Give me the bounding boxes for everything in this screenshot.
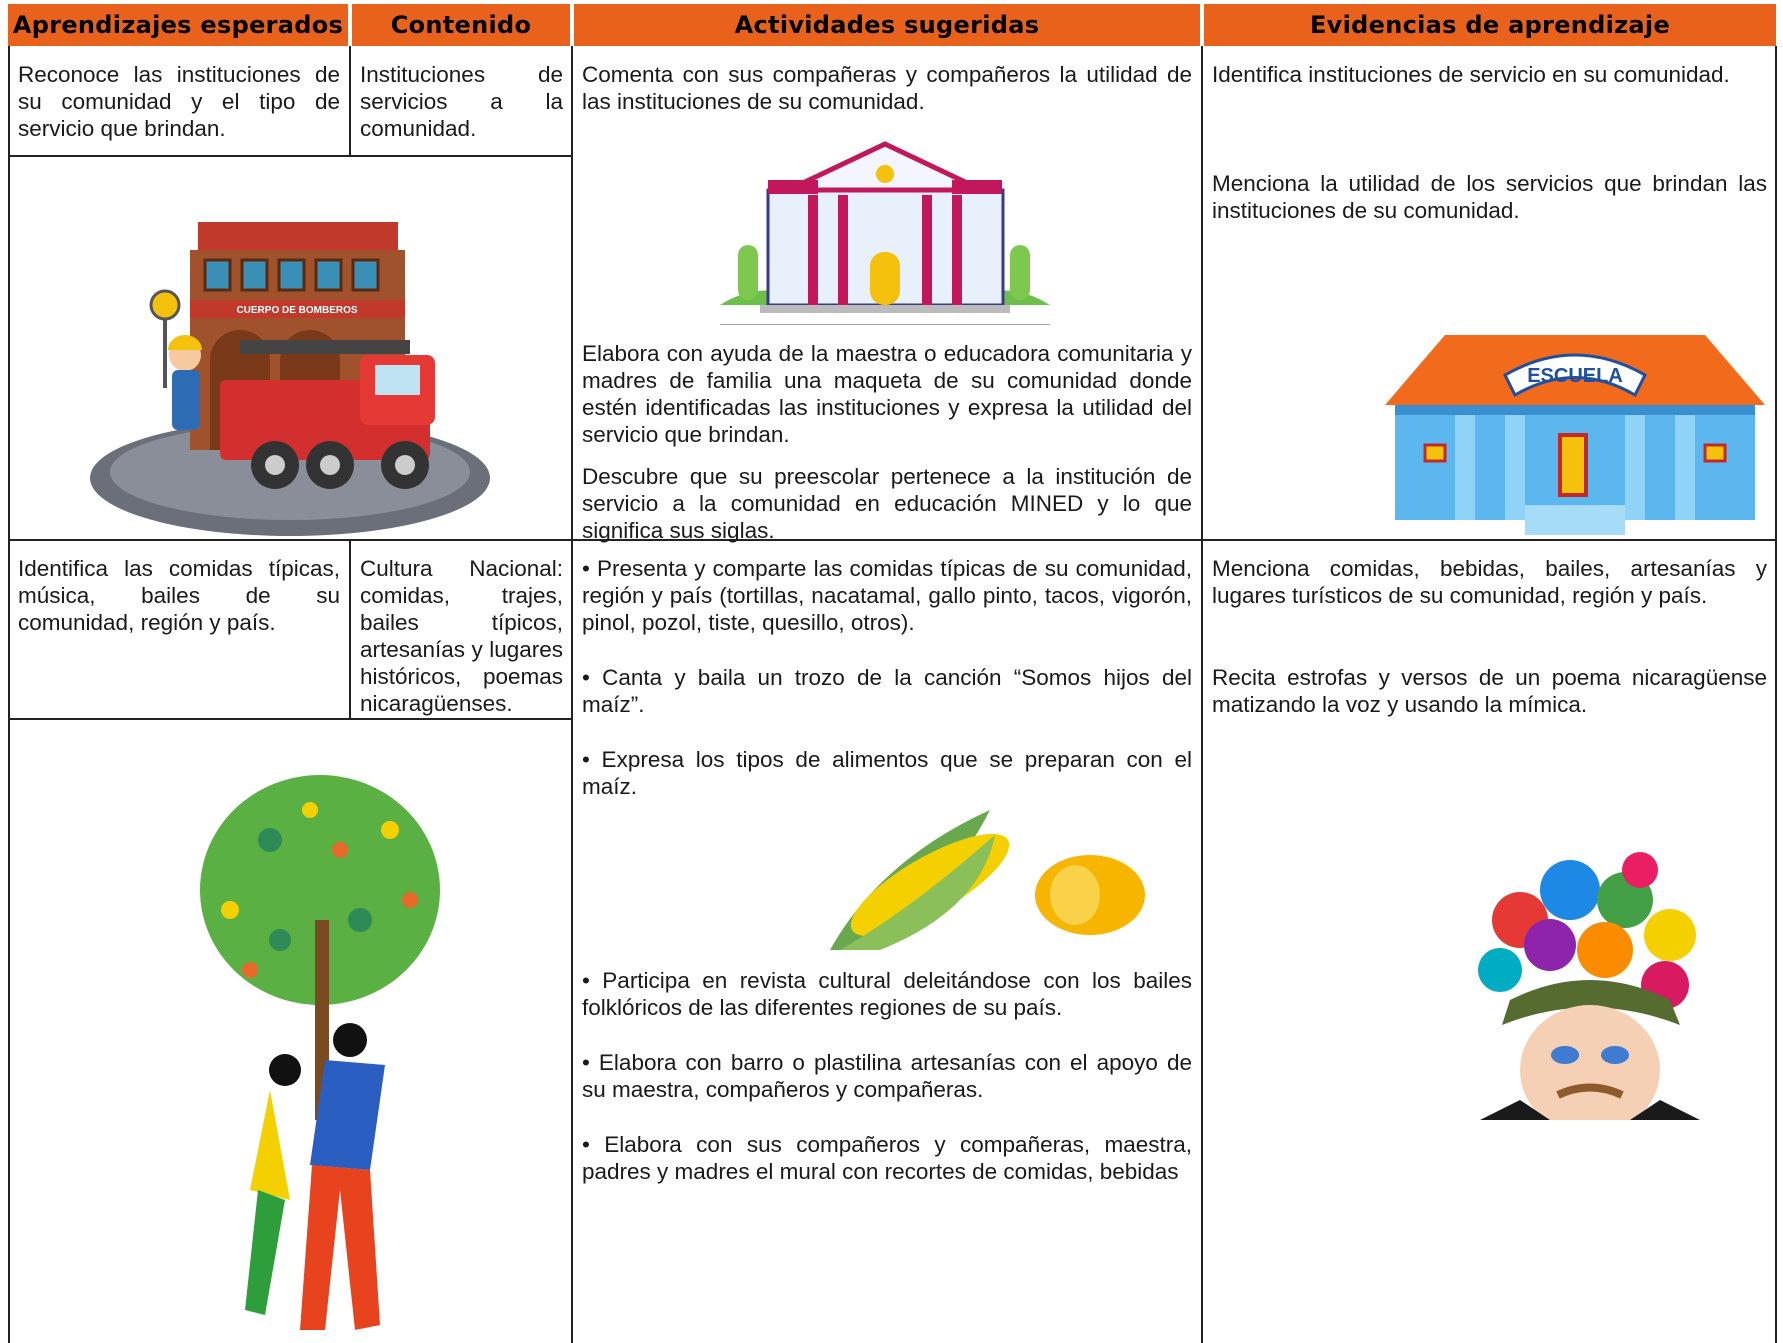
cell-text: • Expresa los tipos de alimentos que se …	[582, 747, 1192, 799]
border	[8, 718, 572, 720]
border	[1201, 46, 1203, 1343]
fire-station-illustration: CUERPO DE BOMBEROS	[90, 222, 490, 536]
cell-text: Reconoce las instituciones de su comunid…	[18, 62, 340, 141]
header-cell: Contenido	[352, 4, 570, 46]
header-cell: Actividades sugeridas	[574, 4, 1200, 46]
header-cell: Aprendizajes esperados	[8, 4, 348, 46]
border	[8, 539, 1777, 541]
corn-illustration	[830, 810, 1145, 950]
border	[1775, 46, 1777, 1343]
dance-illustration	[200, 775, 440, 1330]
cell-text: Comenta con sus compañeras y compañeros …	[582, 62, 1192, 114]
cell-text: Menciona la utilidad de los servicios qu…	[1212, 171, 1767, 223]
border	[349, 46, 351, 156]
cell-text: Menciona comidas, bebidas, bailes, artes…	[1212, 556, 1767, 608]
cell-text: Descubre que su preescolar pertenece a l…	[582, 464, 1192, 543]
header-cell: Evidencias de aprendizaje	[1204, 4, 1776, 46]
cell-text: • Canta y baila un trozo de la canción “…	[582, 665, 1192, 717]
cell-text: Cultura Nacional: comidas, trajes, baile…	[360, 556, 563, 716]
cell-text: • Elabora con barro o plastilina artesan…	[582, 1050, 1192, 1102]
cell-text: Identifica instituciones de servicio en …	[1212, 62, 1730, 87]
border	[349, 540, 351, 719]
border	[571, 46, 573, 1343]
border	[8, 46, 10, 1343]
cell-text: Identifica las comidas típicas, música, …	[18, 556, 340, 635]
cell-text: • Participa en revista cultural deleitán…	[582, 968, 1192, 1020]
sign-text: ESCUELA	[1527, 365, 1623, 387]
mask-illustration	[1478, 852, 1700, 1120]
cell-text: Recita estrofas y versos de un poema nic…	[1212, 665, 1767, 717]
cell-text: • Elabora con sus compañeros y compañera…	[582, 1132, 1192, 1184]
building-illustration	[720, 141, 1050, 325]
sign-text: CUERPO DE BOMBEROS	[236, 305, 357, 316]
school-illustration: ESCUELA	[1385, 335, 1765, 535]
cell-text: Instituciones de servicios a la comunida…	[360, 62, 563, 141]
cell-text: Elabora con ayuda de la maestra o educad…	[582, 341, 1192, 447]
cell-text: • Presenta y comparte las comidas típica…	[582, 556, 1192, 635]
border	[8, 155, 572, 157]
